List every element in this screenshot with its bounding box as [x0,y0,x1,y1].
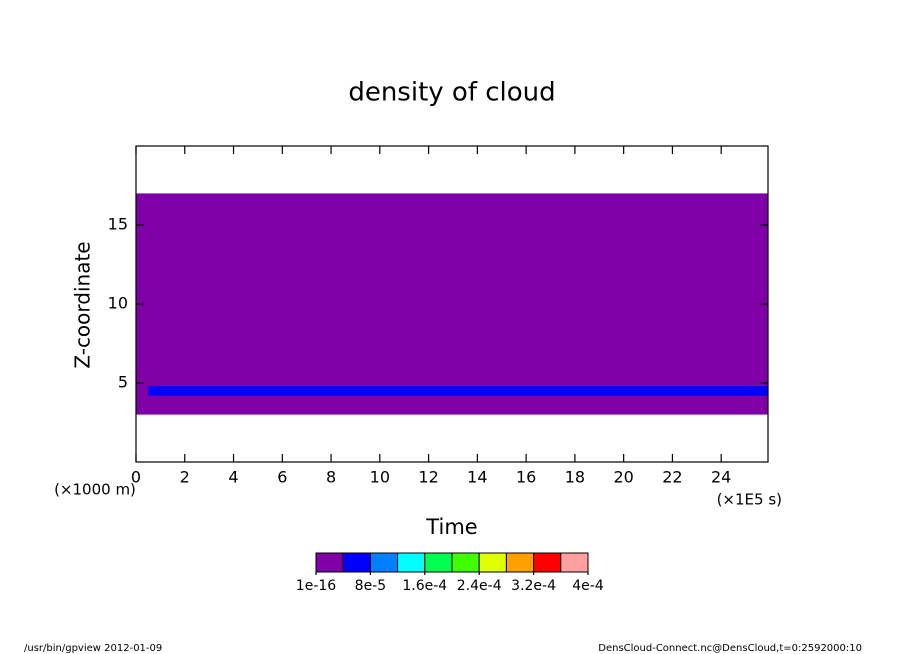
colorbar-label: 3.2e-4 [511,578,556,594]
colorbar-label: 1.6e-4 [402,578,447,594]
y-axis-unit: (×1000 m) [54,481,136,499]
contour-region [136,193,768,415]
colorbar-label: 1e-16 [296,578,336,594]
x-axis-label: Time [425,515,477,539]
y-tick-label: 5 [118,373,128,392]
colorbar-box [315,552,344,573]
colorbar-box [478,552,507,573]
contour-region [148,386,769,396]
colorbar-label: 8e-5 [355,578,386,594]
footer-right: DensCloud-Connect.nc@DensCloud,t=0:25920… [598,643,862,654]
x-tick-label: 2 [180,468,190,487]
colorbar-box [424,552,453,573]
x-tick-label: 0 [131,468,141,487]
colorbar-label: 4e-4 [572,578,604,594]
x-axis-unit: (×1E5 s) [717,491,782,509]
x-tick-label: 8 [326,468,336,487]
x-tick-label: 20 [613,468,633,487]
colorbar-box [560,552,589,573]
colorbar-box [533,552,562,573]
colorbar-box [369,552,399,573]
y-axis-label: Z-coordinate [71,241,95,368]
chart-title: density of cloud [348,78,555,108]
x-tick-label: 12 [418,468,438,487]
colorbar-box [342,552,371,573]
colorbar-box [505,552,535,573]
x-tick-label: 4 [228,468,238,487]
x-tick-label: 10 [370,468,390,487]
y-tick-label: 10 [108,294,128,313]
y-tick-label: 15 [108,215,128,234]
x-tick-label: 22 [662,468,682,487]
x-tick-label: 14 [467,468,487,487]
colorbar-box [451,552,480,573]
footer-left: /usr/bin/gpview 2012-01-09 [24,643,162,654]
x-tick-label: 16 [516,468,536,487]
colorbar-label: 2.4e-4 [457,578,502,594]
colorbar-box [397,552,426,573]
x-tick-label: 6 [277,468,287,487]
x-tick-label: 18 [565,468,585,487]
x-tick-label: 24 [711,468,731,487]
